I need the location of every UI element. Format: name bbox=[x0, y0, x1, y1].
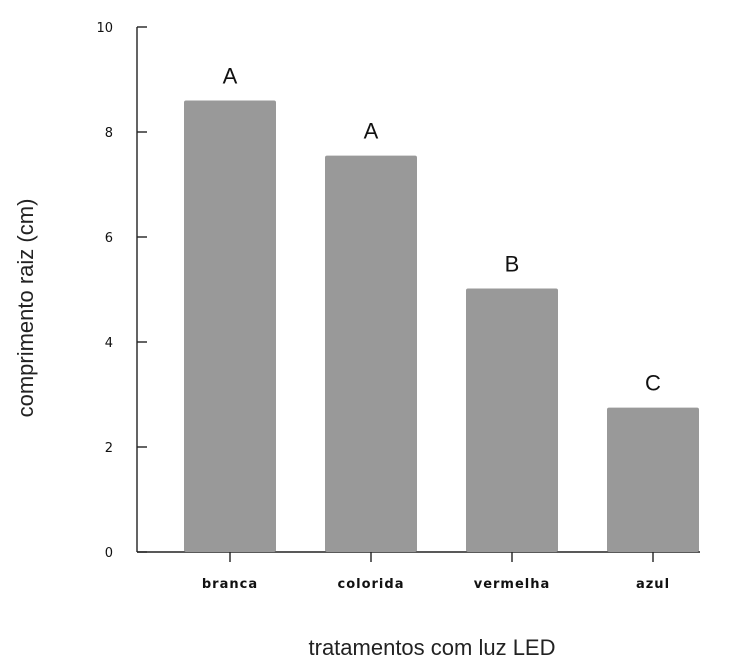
bar-vermelha bbox=[466, 288, 558, 552]
bars bbox=[184, 100, 699, 552]
bar-azul bbox=[607, 407, 699, 552]
x-tick-label-colorida: colorida bbox=[338, 577, 405, 592]
x-axis-title: tratamentos com luz LED bbox=[309, 635, 556, 660]
bar-colorida bbox=[325, 155, 417, 552]
y-tick-label: 10 bbox=[96, 21, 113, 36]
y-tick-label: 6 bbox=[105, 231, 113, 246]
x-tick-label-vermelha: vermelha bbox=[474, 577, 551, 592]
significance-label-colorida: A bbox=[364, 119, 379, 144]
significance-label-vermelha: B bbox=[505, 251, 520, 276]
y-tick-label: 2 bbox=[105, 441, 113, 456]
significance-label-azul: C bbox=[645, 371, 661, 396]
x-tick-label-branca: branca bbox=[202, 577, 258, 592]
y-tick-label: 8 bbox=[105, 126, 113, 141]
x-axis: branca colorida vermelha azul bbox=[137, 543, 700, 592]
bar-branca bbox=[184, 100, 276, 552]
y-axis: 0 2 4 6 8 10 bbox=[96, 21, 147, 561]
y-tick-label: 0 bbox=[105, 546, 113, 561]
y-tick-label: 4 bbox=[105, 336, 113, 351]
significance-labels: A A B C bbox=[223, 64, 661, 396]
y-axis-title: comprimento raiz (cm) bbox=[13, 199, 38, 418]
significance-label-branca: A bbox=[223, 64, 238, 89]
x-tick-label-azul: azul bbox=[636, 577, 670, 592]
